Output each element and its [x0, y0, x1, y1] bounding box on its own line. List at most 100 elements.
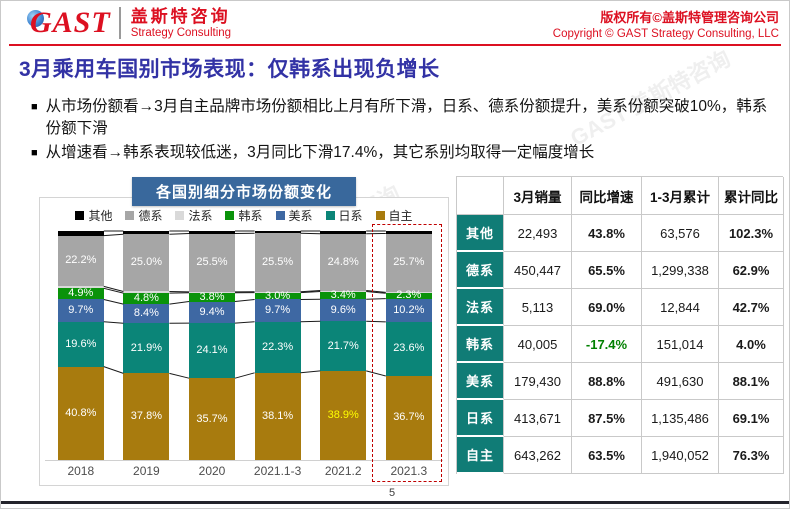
bar-segment-自主 [189, 378, 235, 460]
bar-segment-日系 [123, 323, 170, 374]
table-cell-yoy: 63.5% [572, 437, 642, 474]
table-header-cell [457, 177, 504, 215]
bar-value-label: 24.8% [327, 255, 359, 268]
table-row-header: 德系 [457, 252, 504, 289]
header-divider-line [9, 44, 781, 46]
bar-value-label: 23.6% [393, 342, 425, 355]
bar-segment-法系 [123, 291, 170, 294]
bar-segment-法系 [320, 290, 367, 292]
page-number: 5 [388, 487, 396, 499]
table-cell-cumulative: 151,014 [642, 326, 719, 363]
market-share-chart: 各国别细分市场份额变化 其他 德系 法系 韩系 美系 日系 自主 40.8% 19.6% 9.7… [39, 177, 449, 486]
x-axis-label: 2021.3 [390, 464, 428, 478]
bar-value-label: 2.3% [396, 289, 422, 302]
table-row-header: 韩系 [457, 326, 504, 363]
bullet-item: ■ 从市场份额看→3月自主品牌市场份额相比上月有所下滑，日系、德系份额提升，美系份… [31, 96, 779, 140]
logo-name-block: 盖斯特咨询 Strategy Consulting [131, 7, 231, 39]
table-row-header: 美系 [457, 363, 504, 400]
copyright-chinese: 版权所有©盖斯特管理咨询公司 [600, 10, 779, 25]
table-cell-yoy: 87.5% [572, 400, 642, 437]
chart-legend: 其他 德系 法系 韩系 美系 日系 自主 [40, 207, 448, 224]
bar-segment-德系 [254, 233, 301, 292]
bar-value-label: 35.7% [196, 412, 228, 425]
bar-segment-日系 [385, 321, 432, 376]
table-header-cell: 1-3月累计 [642, 177, 719, 215]
bar-segment-法系 [385, 292, 432, 294]
x-axis-label: 2018 [67, 464, 95, 478]
bar-segment-美系 [189, 301, 235, 324]
table-cell-sales: 450,447 [504, 252, 572, 289]
bar-segment-其他 [254, 231, 301, 234]
bar-segment-日系 [189, 323, 235, 379]
legend-swatch-icon [175, 211, 185, 220]
x-axis-label: 2021.2 [324, 464, 362, 478]
table-cell-cumulative: 1,940,052 [642, 437, 719, 474]
table-cell-sales: 413,671 [504, 400, 572, 437]
logo-text: GAST [30, 6, 111, 39]
bar-value-label: 9.7% [68, 304, 94, 317]
bar-value-label: 25.7% [393, 256, 425, 269]
legend-swatch-icon [125, 211, 135, 220]
bar-value-label: 9.7% [265, 304, 291, 317]
bar-value-label: 25.5% [261, 255, 294, 268]
bar-segment-日系 [57, 321, 104, 367]
legend-item: 日系 [325, 207, 363, 224]
bar-segment-日系 [254, 321, 301, 373]
table-cell-cumulative-yoy: 88.1% [719, 363, 784, 400]
table-cell-cumulative-yoy: 102.3% [719, 215, 784, 252]
bar-segment-自主 [254, 372, 301, 460]
bar-value-label: 38.9% [327, 408, 359, 421]
bar-segment-法系 [57, 286, 104, 289]
bar-value-label: 21.7% [327, 339, 359, 352]
bar-segment-自主 [385, 375, 432, 460]
table-cell-cumulative-yoy: 4.0% [719, 326, 784, 363]
bar-segment-德系 [320, 233, 367, 291]
bar-segment-美系 [385, 298, 432, 322]
bar-segment-美系 [57, 299, 104, 322]
bar-value-label: 3.0% [265, 289, 291, 302]
bar-value-label: 4.9% [68, 287, 94, 300]
bullet-square-icon: ■ [31, 101, 38, 113]
bar-value-label: 25.5% [196, 256, 228, 269]
bar-segment-韩系 [254, 292, 301, 300]
bar-segment-法系 [189, 291, 235, 293]
logo-english-name: Strategy Consulting [130, 26, 232, 39]
table-cell-sales: 179,430 [504, 363, 572, 400]
legend-swatch-icon [325, 211, 335, 220]
bar-segment-自主 [123, 373, 170, 460]
bar-value-label: 9.6% [330, 303, 356, 316]
bar-segment-韩系 [57, 288, 104, 300]
bar-segment-美系 [320, 299, 367, 322]
bar-segment-日系 [320, 321, 367, 371]
bar-segment-自主 [320, 370, 367, 460]
table-row-header: 法系 [457, 289, 504, 326]
copyright-english: Copyright © GAST Strategy Consulting, LL… [552, 27, 779, 40]
bar-value-label: 22.3% [261, 340, 294, 353]
bar-value-label: 4.8% [133, 292, 159, 305]
page-title: 3月乘用车国别市场表现：仅韩系出现负增长 [19, 58, 440, 81]
x-axis-label: 2019 [133, 464, 160, 478]
bar-value-label: 3.8% [199, 290, 225, 303]
copyright-block: 版权所有©盖斯特管理咨询公司 Copyright © GAST Strategy… [553, 9, 779, 40]
bar-segment-其他 [320, 231, 367, 234]
bullet-list: ■ 从市场份额看→3月自主品牌市场份额相比上月有所下滑，日系、德系份额提升，美系份… [31, 96, 779, 166]
legend-swatch-icon [275, 211, 285, 220]
chart-title: 各国别细分市场份额变化 [131, 177, 357, 206]
legend-label: 日系 [338, 209, 363, 223]
bar-segment-德系 [57, 235, 104, 287]
legend-swatch-icon [375, 211, 385, 220]
table-row-header: 其他 [457, 215, 504, 252]
bar-segment-美系 [123, 304, 170, 324]
bar-value-label: 10.2% [393, 303, 425, 316]
legend-item: 美系 [275, 207, 313, 224]
bar-value-label: 36.7% [393, 411, 425, 424]
legend-item: 其他 [75, 207, 112, 224]
table-header-cell: 累计同比 [719, 177, 784, 215]
table-cell-cumulative-yoy: 69.1% [719, 400, 784, 437]
bar-value-label: 19.6% [65, 337, 97, 350]
table-cell-cumulative: 1,135,486 [642, 400, 719, 437]
bullet-item: ■ 从增速看→韩系表现较低迷，3月同比下滑17.4%，其它系别均取得一定幅度增长 [31, 142, 779, 164]
bar-segment-法系 [254, 291, 301, 293]
table-cell-sales: 22,493 [504, 215, 572, 252]
bar-segment-德系 [123, 234, 170, 292]
